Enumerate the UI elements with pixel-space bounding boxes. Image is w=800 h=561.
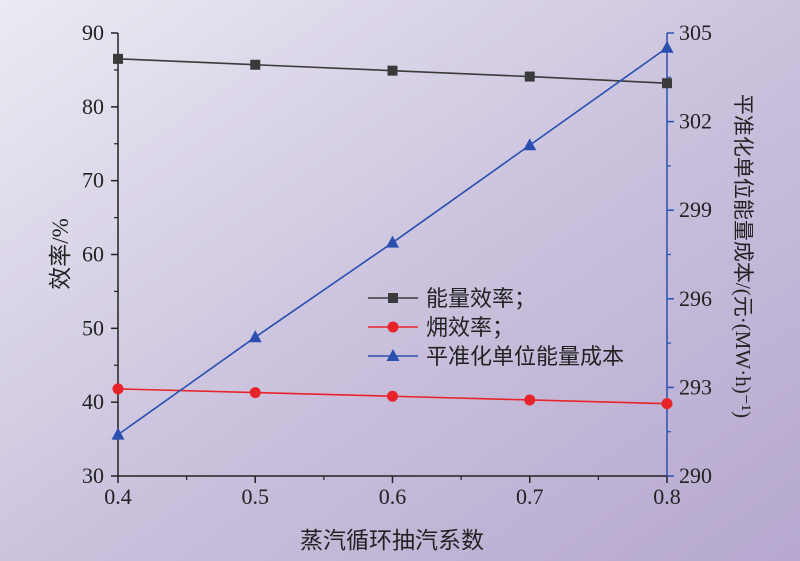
left-y-tick-label: 80	[82, 94, 104, 119]
left-y-tick-label: 90	[82, 20, 104, 45]
data-point	[660, 40, 674, 53]
legend-marker	[388, 293, 398, 303]
x-tick-label: 0.4	[104, 484, 132, 509]
data-point	[111, 427, 125, 440]
legend-marker	[386, 349, 400, 361]
data-point	[523, 138, 537, 151]
right-y-tick-label: 296	[679, 286, 712, 311]
legend-label: 能量效率；	[426, 286, 536, 311]
right-y-tick-label: 299	[679, 197, 712, 222]
data-point	[249, 387, 261, 399]
legend-label: 平准化单位能量成本	[426, 344, 624, 369]
data-point	[250, 59, 261, 70]
data-point	[662, 78, 672, 89]
x-axis-label: 蒸汽循环抽汽系数	[300, 528, 484, 553]
left-y-tick-label: 70	[82, 168, 104, 193]
left-y-tick-label: 50	[82, 315, 104, 340]
data-point	[524, 71, 535, 82]
left-y-tick-label: 60	[82, 242, 104, 267]
data-point	[248, 330, 262, 343]
data-point	[112, 383, 124, 395]
data-point	[661, 398, 673, 410]
x-tick-label: 0.7	[516, 484, 544, 509]
data-point	[113, 53, 123, 64]
right-y-tick-label: 293	[679, 374, 712, 399]
data-point	[386, 235, 399, 248]
right-y-tick-label: 302	[679, 109, 712, 134]
x-tick-label: 0.5	[242, 484, 270, 509]
right-y-axis-label: 平准化单位能量成本/(元·(MW·h)⁻¹)	[731, 94, 755, 418]
legend-label: 㶲效率；	[426, 315, 514, 340]
x-tick-label: 0.6	[379, 484, 407, 509]
left-y-axis-label: 效率/%	[48, 218, 73, 290]
data-point	[387, 65, 398, 76]
left-y-tick-label: 30	[82, 463, 104, 488]
data-point	[524, 394, 536, 406]
x-tick-label: 0.8	[653, 484, 681, 509]
data-point	[387, 390, 398, 402]
left-y-tick-label: 40	[82, 389, 104, 414]
right-y-tick-label: 305	[679, 20, 712, 45]
right-y-tick-label: 290	[679, 463, 712, 488]
legend-marker	[387, 321, 399, 333]
